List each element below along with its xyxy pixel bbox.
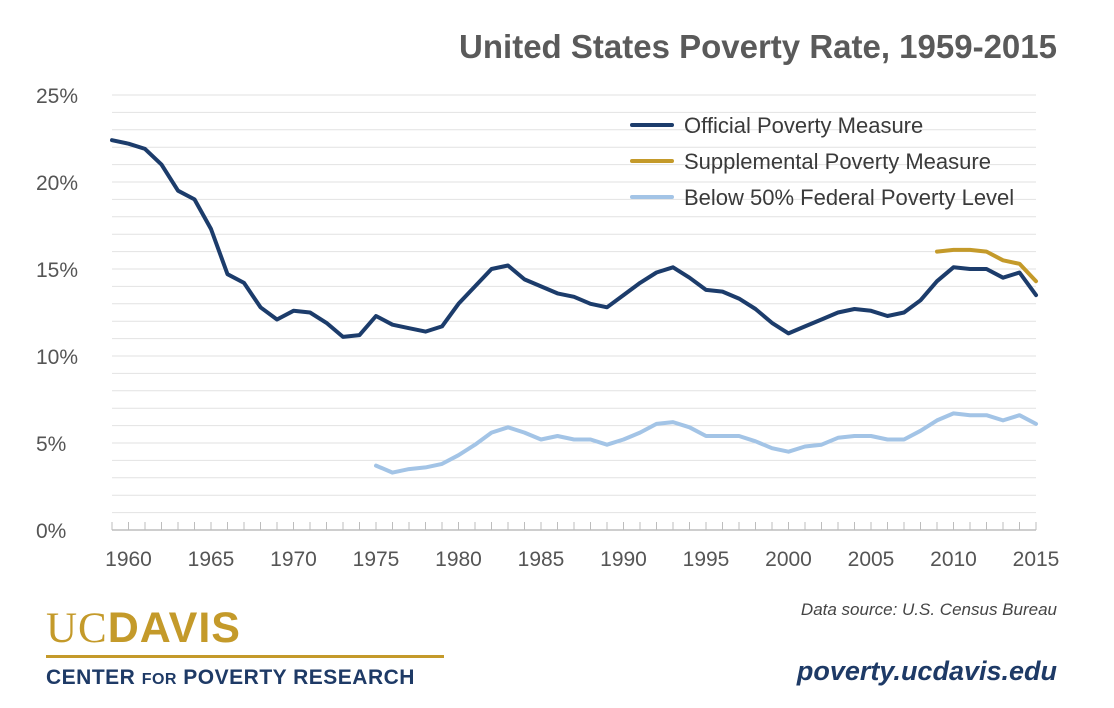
- x-tick-label: 2000: [765, 548, 812, 571]
- legend-label: Official Poverty Measure: [684, 113, 923, 138]
- x-tick-label: 2010: [930, 548, 977, 571]
- logo-wordmark: UCDAVIS: [46, 606, 444, 651]
- y-tick-label: 5%: [36, 433, 66, 456]
- y-tick-label: 25%: [36, 85, 78, 108]
- logo-divider: [46, 655, 444, 658]
- legend-label: Supplemental Poverty Measure: [684, 149, 991, 174]
- series-line-1: [110, 138, 1038, 339]
- series-line-2: [935, 247, 1038, 284]
- gridlines: [112, 94, 1036, 514]
- y-tick-label: 0%: [36, 520, 66, 543]
- legend-label: Below 50% Federal Poverty Level: [684, 185, 1014, 210]
- logo-center-for: FOR: [141, 671, 177, 688]
- chart-title: United States Poverty Rate, 1959-2015: [459, 28, 1057, 65]
- series-line-3: [374, 411, 1038, 475]
- y-tick-label: 15%: [36, 259, 78, 282]
- x-tick-label: 1990: [600, 548, 647, 571]
- y-tick-label: 10%: [36, 346, 78, 369]
- legend: Official Poverty Measure Supplemental Pov…: [630, 113, 1014, 210]
- y-tick-label: 20%: [36, 172, 78, 195]
- data-source-note: Data source: U.S. Census Bureau: [800, 600, 1057, 619]
- ucdavis-logo: UCDAVIS CENTER FOR POVERTY RESEARCH: [46, 606, 444, 690]
- logo-center-prefix: CENTER: [46, 666, 142, 689]
- logo-uc: UC: [46, 605, 108, 652]
- website-link[interactable]: poverty.ucdavis.edu: [796, 656, 1057, 686]
- series-lines: [110, 138, 1038, 475]
- logo-center-name: CENTER FOR POVERTY RESEARCH: [46, 666, 444, 690]
- axes: 0% 5% 10% 15% 20% 25% 1960 1965 1970 1975 1980 1985…: [36, 85, 1059, 571]
- x-tick-label: 1970: [270, 548, 317, 571]
- logo-center-suffix: POVERTY RESEARCH: [176, 666, 415, 689]
- x-tick-label: 1980: [435, 548, 482, 571]
- x-tick-label: 1965: [188, 548, 235, 571]
- x-tick-label: 2005: [848, 548, 895, 571]
- x-tick-label: 1985: [518, 548, 565, 571]
- x-tick-label: 1975: [353, 548, 400, 571]
- logo-davis: DAVIS: [107, 604, 241, 652]
- x-tick-label: 1960: [105, 548, 152, 571]
- x-tick-label: 2015: [1013, 548, 1060, 571]
- x-tick-label: 1995: [683, 548, 730, 571]
